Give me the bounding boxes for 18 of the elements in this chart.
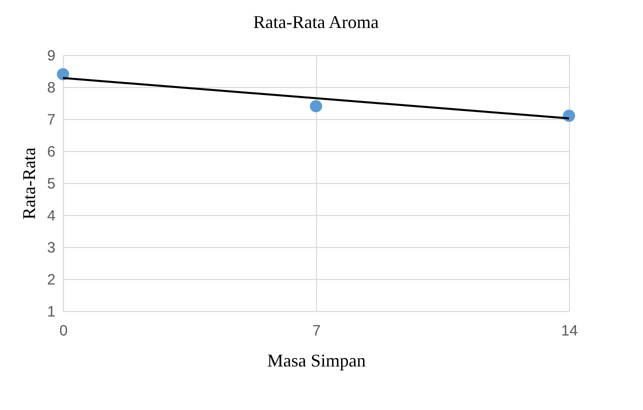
x-tick-label: 0 xyxy=(59,322,68,340)
y-tick-label: 5 xyxy=(47,176,56,192)
point xyxy=(562,110,576,122)
point xyxy=(310,100,322,112)
x-axis-title: Masa Simpan xyxy=(267,350,366,370)
y-tick-label: 8 xyxy=(47,80,56,96)
x-tick-label: 7 xyxy=(312,322,321,340)
point xyxy=(56,68,70,80)
y-tick-label: 6 xyxy=(47,144,56,160)
y-tick-label: 4 xyxy=(47,208,56,224)
y-tick-label: 2 xyxy=(47,272,56,288)
y-tick-label: 3 xyxy=(47,240,56,256)
x-tick-label: 14 xyxy=(561,322,578,340)
y-tick-label: 7 xyxy=(47,112,56,128)
chart-title: Rata-Rata Aroma xyxy=(253,12,379,32)
y-tick-label: 9 xyxy=(47,48,56,64)
y-tick-label: 1 xyxy=(47,304,56,320)
y-axis-title: Rata-Rata xyxy=(19,148,40,220)
